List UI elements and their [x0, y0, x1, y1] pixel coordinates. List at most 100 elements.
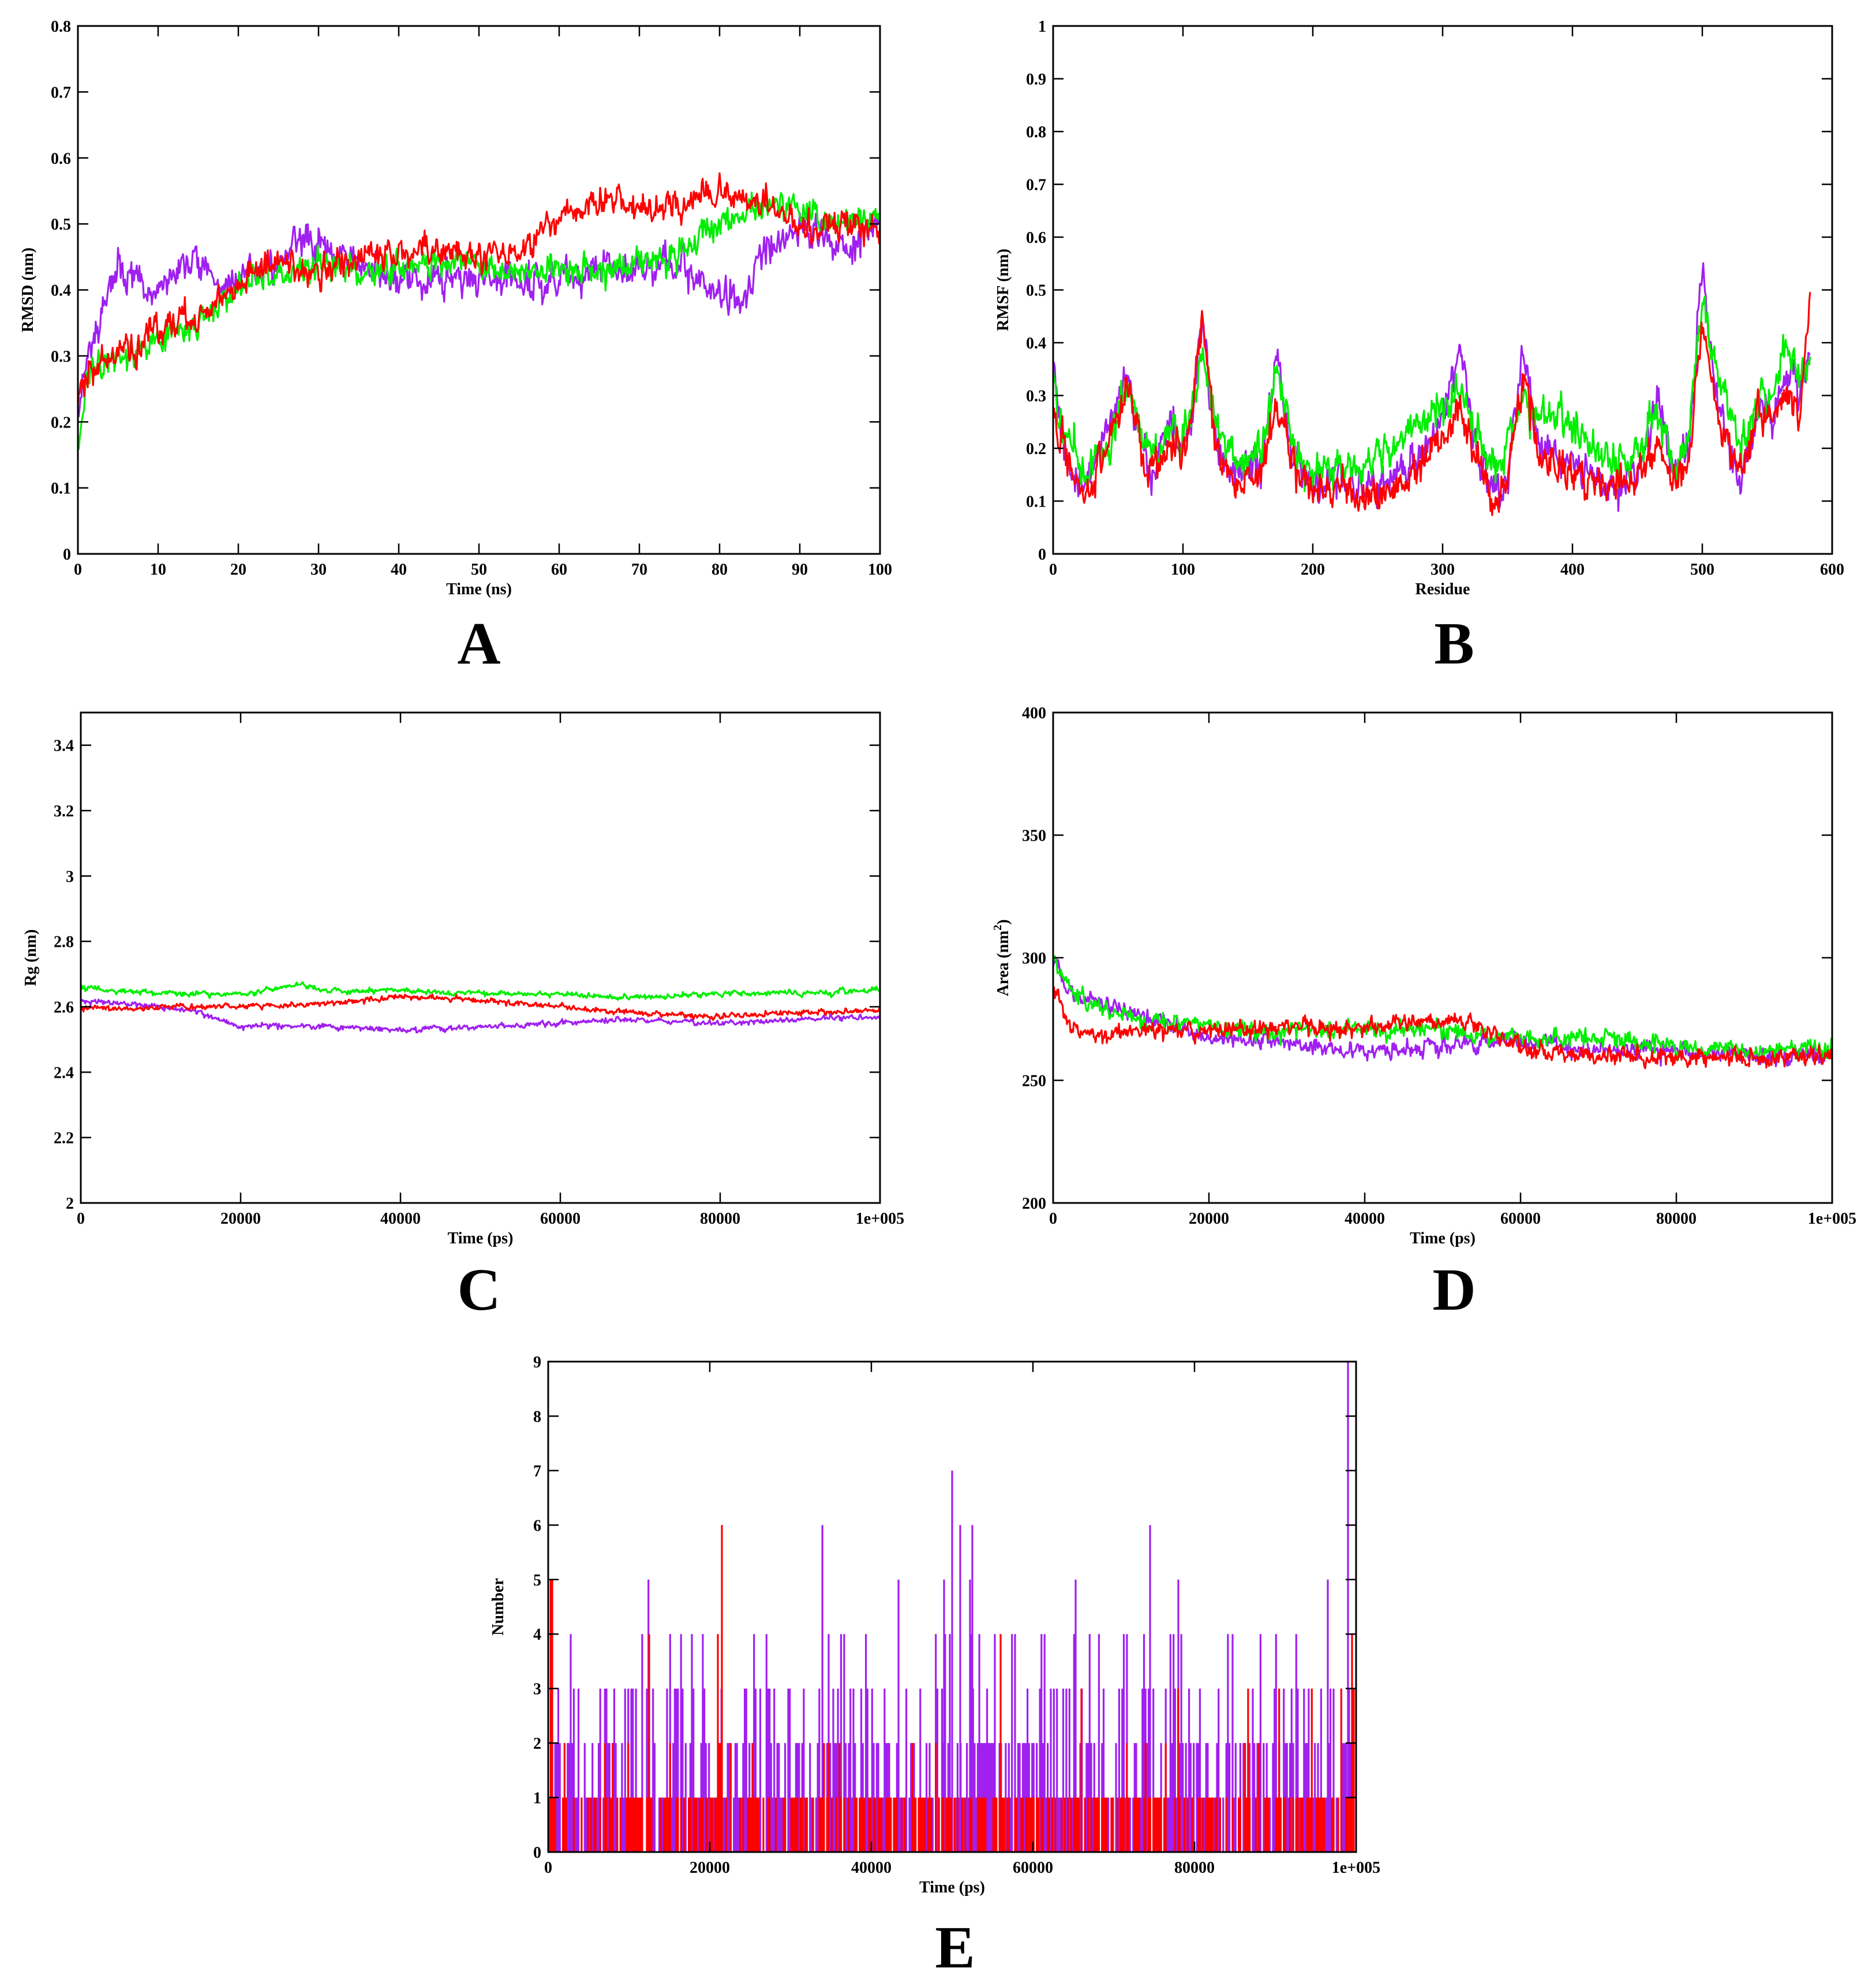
panel-letter-e: E — [935, 1914, 975, 1981]
chart-e-xtick-label: 60000 — [1013, 1859, 1053, 1877]
chart-b: 0 100 200 300 400 500 600 0 0.1 0.2 0.3 0.4 0.5 0.6 0.… — [994, 18, 1844, 598]
chart-b-ytick-label: 0.2 — [1026, 440, 1046, 458]
chart-e-xtick-label: 0 — [544, 1859, 552, 1877]
chart-b-ytick-label: 0 — [1038, 546, 1046, 564]
chart-a-xtick-label: 30 — [310, 561, 327, 579]
chart-d-ytick-label: 350 — [1022, 827, 1046, 845]
panel-letter-b: B — [1434, 610, 1474, 677]
chart-a-series — [78, 172, 880, 450]
chart-d-ylabel: Area (nm2) — [991, 919, 1012, 996]
chart-d-xtick-label: 60000 — [1500, 1210, 1541, 1228]
chart-d-ytick-label: 200 — [1022, 1195, 1046, 1213]
chart-c-ytick-label: 2.4 — [54, 1064, 74, 1082]
chart-c-series-purple — [81, 998, 880, 1034]
chart-c-series — [81, 981, 880, 1034]
chart-c-xtick-label: 20000 — [220, 1210, 261, 1228]
chart-d-series-red — [1053, 986, 1832, 1070]
chart-a-xlabel: Time (ns) — [446, 580, 512, 598]
chart-e-ylabel-text: Number — [489, 1578, 507, 1636]
chart-b-ytick-label: 0.5 — [1026, 282, 1046, 300]
chart-c-xtick-label: 40000 — [380, 1210, 421, 1228]
chart-a-xtick-label: 100 — [868, 561, 892, 579]
chart-d-xtick-label: 20000 — [1189, 1210, 1229, 1228]
chart-c-frame — [80, 711, 881, 1204]
chart-b-xtick-label: 200 — [1301, 561, 1325, 579]
panel-letter-d: D — [1432, 1257, 1476, 1323]
chart-a-xtick-label: 70 — [631, 561, 647, 579]
chart-e-ytick-label: 3 — [533, 1681, 541, 1699]
panel-letter-a: A — [457, 610, 500, 677]
chart-d-xtick-label: 40000 — [1345, 1210, 1385, 1228]
chart-a-ytick-label: 0.2 — [51, 414, 71, 432]
chart-e-ytick-label: 9 — [533, 1354, 541, 1371]
chart-c-xlabel: Time (ps) — [448, 1229, 514, 1247]
chart-e-ytick-label: 8 — [533, 1408, 541, 1426]
chart-d-xtick-label: 0 — [1049, 1210, 1057, 1228]
chart-a-xtick-label: 90 — [792, 561, 808, 579]
chart-e-ytick-label: 5 — [533, 1572, 541, 1590]
chart-a: 0 10 20 30 40 50 60 70 80 90 100 0 0.1 0.2 0.3 0.4 0.5 0.… — [19, 18, 892, 598]
chart-e-ytick-label: 6 — [533, 1517, 541, 1535]
chart-d-series — [1053, 955, 1832, 1070]
chart-c-ytick-label: 2.8 — [54, 934, 74, 951]
panel-letter-c: C — [457, 1257, 500, 1323]
chart-a-ytick-label: 0.4 — [51, 282, 71, 300]
chart-c-xtick-label: 0 — [77, 1210, 85, 1228]
chart-e-ytick-label: 4 — [533, 1626, 541, 1644]
chart-b-ylabel-text: RMSF (nm) — [994, 249, 1012, 331]
chart-d-xtick-label: 80000 — [1656, 1210, 1697, 1228]
chart-d-ylabel-suffix: ) — [994, 919, 1012, 924]
chart-a-xtick-label: 20 — [230, 561, 246, 579]
chart-b-xtick-label: 0 — [1049, 561, 1057, 579]
chart-a-xtick-label: 40 — [391, 561, 407, 579]
chart-d-ytick-label: 250 — [1022, 1073, 1046, 1090]
chart-a-ytick-label: 0 — [63, 546, 71, 564]
chart-b-ytick-label: 0.7 — [1026, 177, 1046, 194]
chart-c-ytick-label: 2.2 — [54, 1130, 74, 1148]
chart-c: 0 20000 40000 60000 80000 1e+005 2 2.2 2.4 2.6 2.8… — [22, 711, 904, 1247]
chart-c-ytick-label: 2.6 — [54, 999, 74, 1017]
chart-e-ytick-label: 1 — [533, 1790, 541, 1808]
chart-a-xtick-label: 50 — [471, 561, 487, 579]
chart-b-ytick-label: 0.4 — [1026, 335, 1046, 353]
chart-e-xtick-label: 20000 — [690, 1859, 730, 1877]
chart-a-ylabel-text: RMSD (nm) — [19, 248, 37, 332]
chart-e-xtick-label: 80000 — [1174, 1859, 1215, 1877]
chart-e-ytick-label: 2 — [533, 1735, 541, 1753]
chart-a-ytick-label: 0.5 — [51, 216, 71, 234]
chart-d-ytick-label: 400 — [1022, 704, 1046, 722]
chart-d-ylabel-text: Area (nm — [994, 931, 1012, 996]
chart-d-xtick-label: 1e+005 — [1808, 1210, 1856, 1228]
chart-b-ytick-label: 0.9 — [1026, 71, 1046, 89]
chart-b-xtick-label: 300 — [1431, 561, 1455, 579]
chart-c-xtick-label: 80000 — [700, 1210, 740, 1228]
chart-c-ytick-label: 3 — [66, 868, 74, 886]
chart-b-ytick-label: 0.6 — [1026, 229, 1046, 247]
chart-c-ylabel-text: Rg (nm) — [22, 929, 40, 987]
chart-a-ytick-label: 0.6 — [51, 150, 71, 168]
chart-e-ytick-label: 7 — [533, 1463, 541, 1480]
chart-d: 0 20000 40000 60000 80000 1e+005 200 250 300 350 4… — [991, 704, 1856, 1247]
chart-c-ytick-label: 3.4 — [54, 737, 74, 755]
chart-a-ytick-label: 0.3 — [51, 348, 71, 366]
chart-c-ytick-label: 2 — [66, 1195, 74, 1213]
chart-e-frame — [547, 1360, 1357, 1853]
chart-a-xtick-label: 10 — [150, 561, 166, 579]
chart-d-ytick-label: 300 — [1022, 950, 1046, 968]
chart-e-xtick-label: 40000 — [851, 1859, 892, 1877]
chart-a-ylabel: RMSD (nm) — [19, 248, 37, 332]
chart-b-series — [1053, 262, 1811, 516]
chart-b-xtick-label: 500 — [1690, 561, 1714, 579]
chart-a-ytick-label: 0.8 — [51, 18, 71, 36]
chart-c-series-green — [81, 981, 880, 1001]
chart-c-ytick-label: 3.2 — [54, 803, 74, 820]
chart-c-series-red — [81, 994, 880, 1021]
chart-b-ytick-label: 0.3 — [1026, 388, 1046, 406]
chart-a-ytick-label: 0.7 — [51, 84, 71, 102]
chart-e-ylabel: Number — [489, 1578, 507, 1636]
chart-e: 0 20000 40000 60000 80000 1e+005 0 1 2 3 4 5 6 7 8 9 Tim… — [489, 1354, 1380, 1896]
chart-d-ylabel-superscript: 2 — [991, 925, 1004, 931]
chart-a-xtick-label: 80 — [712, 561, 728, 579]
chart-a-series-red — [78, 172, 880, 405]
